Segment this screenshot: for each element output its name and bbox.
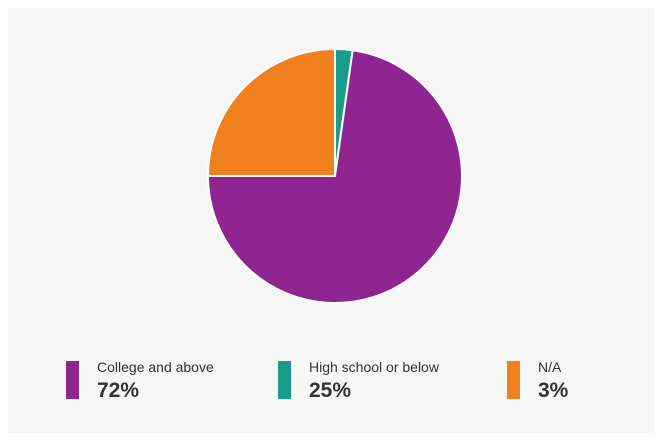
legend-label-high-school-or-below: High school or below	[309, 359, 439, 375]
legend-value-high-school-or-below: 25%	[309, 379, 352, 402]
legend-label-na: N/A	[538, 359, 562, 375]
legend: College and above 72% High school or bel…	[0, 353, 656, 413]
legend-swatch-college-and-above	[66, 361, 79, 399]
pie-slice-na	[207, 48, 336, 177]
legend-swatch-high-school-or-below	[278, 361, 291, 399]
legend-swatch-na	[507, 361, 520, 399]
legend-label-college-and-above: College and above	[97, 359, 214, 375]
legend-value-na: 3%	[538, 379, 569, 402]
legend-value-college-and-above: 72%	[97, 379, 140, 402]
